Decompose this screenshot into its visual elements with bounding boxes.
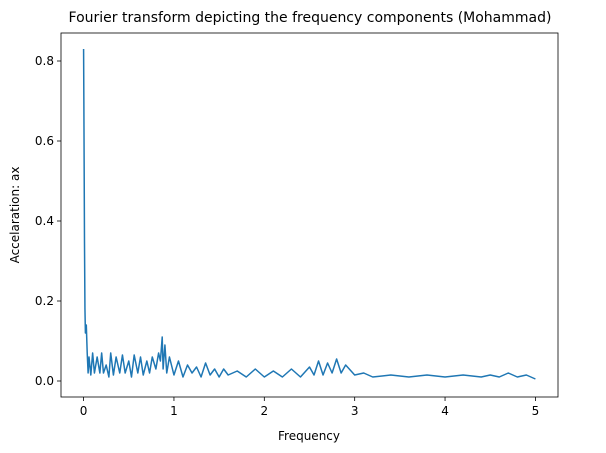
- x-tick-label: 3: [351, 404, 359, 418]
- x-tick-label: 1: [170, 404, 178, 418]
- chart-title: Fourier transform depicting the frequenc…: [69, 10, 552, 26]
- x-axis-label: Frequency: [278, 429, 340, 443]
- y-tick-label: 0.4: [35, 214, 54, 228]
- x-tick-label: 4: [441, 404, 449, 418]
- y-axis-label: Accelaration: ax: [8, 167, 22, 264]
- y-tick-label: 0.6: [35, 134, 54, 148]
- x-tick-label: 2: [260, 404, 268, 418]
- x-tick-label: 0: [80, 404, 88, 418]
- y-tick-label: 0.8: [35, 54, 54, 68]
- y-axis-ticks: 0.0 0.2 0.4 0.6 0.8: [35, 54, 61, 388]
- series-line: [82, 48, 536, 380]
- y-tick-label: 0.2: [35, 294, 54, 308]
- y-tick-label: 0.0: [35, 374, 54, 388]
- series-layer: [82, 48, 536, 380]
- x-tick-label: 5: [532, 404, 540, 418]
- x-axis-ticks: 0 1 2 3 4 5: [80, 397, 539, 418]
- plot-frame: [60, 32, 559, 398]
